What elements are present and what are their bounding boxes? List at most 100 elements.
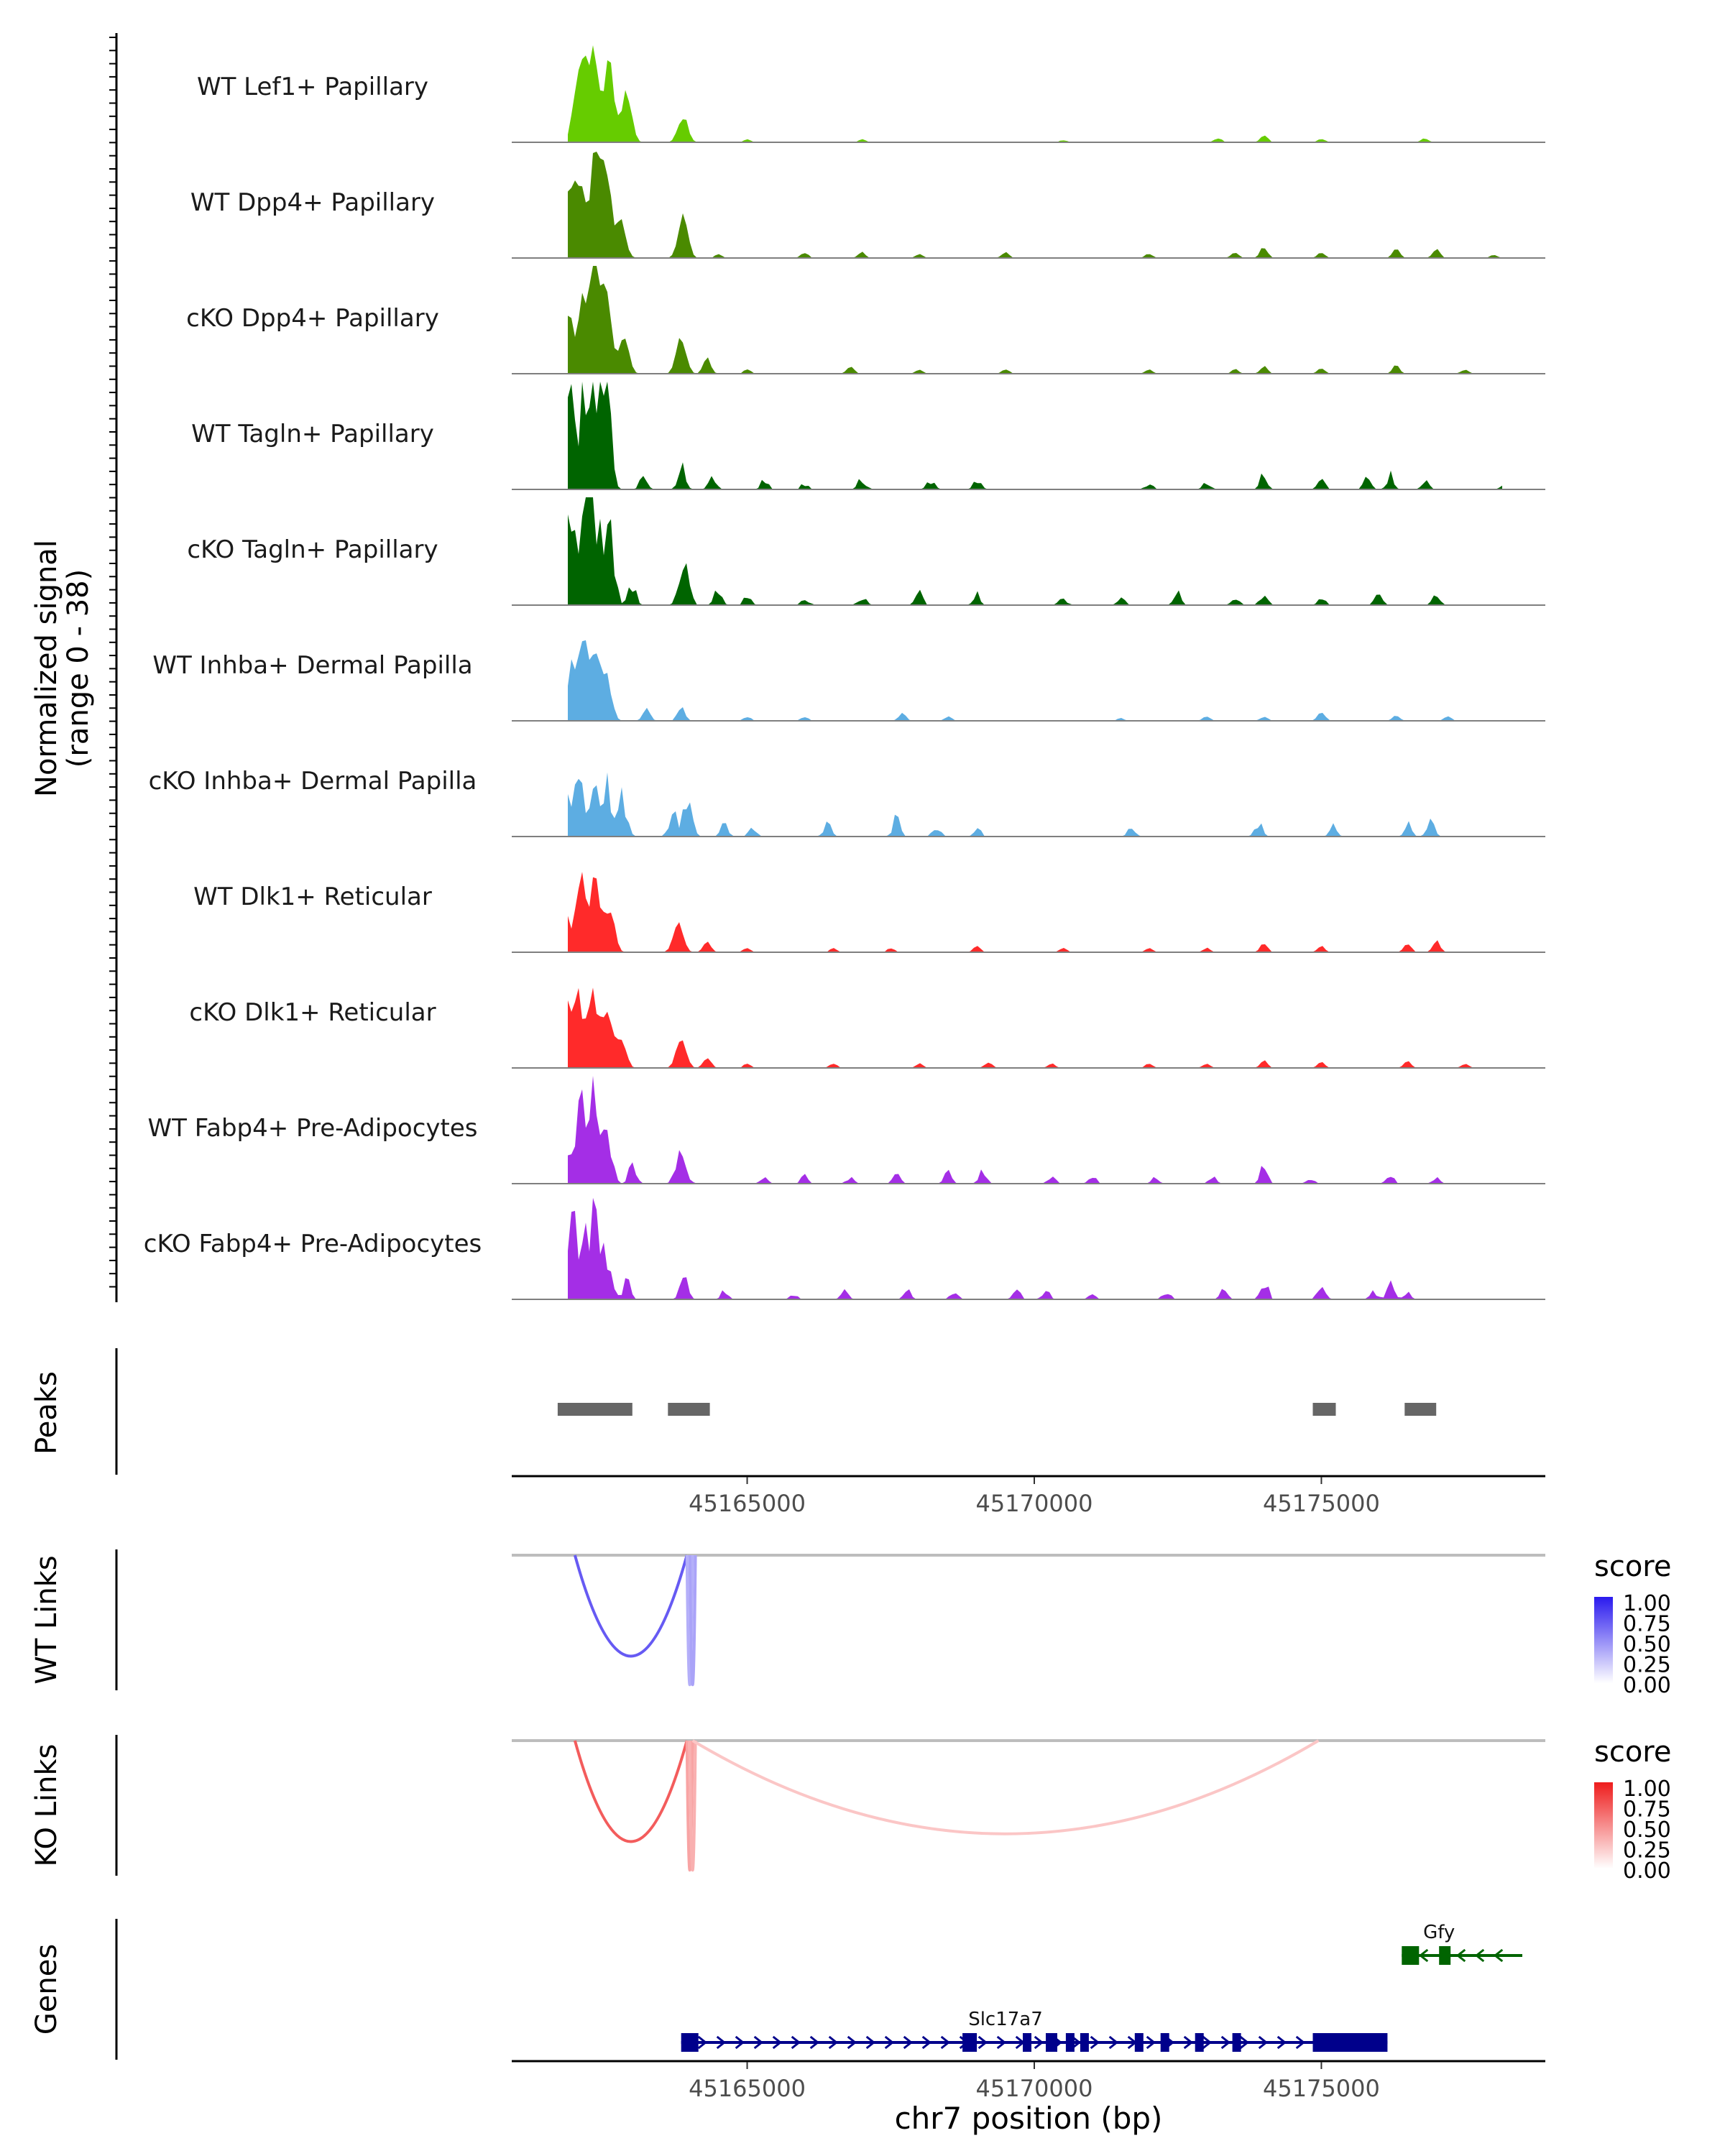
gene-model: Slc17a7 xyxy=(681,2009,1388,2052)
coverage-track: cKO Fabp4+ Pre-Adipocytes xyxy=(144,1197,1545,1300)
strand-chevron xyxy=(865,2035,876,2050)
ko-legend-title: score xyxy=(1594,1736,1671,1769)
strand-chevron xyxy=(1183,2035,1194,2050)
legend-tick-label: 0.75 xyxy=(1623,1797,1671,1823)
genes-label: Genes xyxy=(30,1944,63,2035)
wt-legend-colorbar xyxy=(1594,1597,1613,1683)
gene-models: Slc17a7 Gfy xyxy=(681,1922,1522,2052)
gene-exon xyxy=(681,2033,699,2052)
coverage-track: WT Lef1+ Papillary xyxy=(197,45,1545,143)
gene-name: Gfy xyxy=(1423,1922,1455,1943)
ko-score-legend: score 1.000.750.500.250.00 xyxy=(1594,1736,1671,1884)
coverage-y-label-range: (range 0 - 38) xyxy=(62,569,95,768)
strand-chevron xyxy=(716,2035,727,2050)
ko-links-panel: KO Links score 1.000.750.500.250.00 xyxy=(30,1735,1671,1884)
coverage-area xyxy=(568,772,1502,837)
strand-chevron xyxy=(1220,2035,1231,2050)
gene-exon xyxy=(962,2033,978,2052)
strand-chevron xyxy=(1493,1948,1504,1963)
genes-x-tick-label: 45170000 xyxy=(976,2075,1093,2102)
peak-block xyxy=(1404,1403,1437,1416)
strand-chevron xyxy=(772,2035,783,2050)
coverage-track: cKO Tagln+ Papillary xyxy=(187,497,1545,606)
coverage-track: cKO Dlk1+ Reticular xyxy=(189,987,1545,1069)
track-label: cKO Dpp4+ Papillary xyxy=(186,304,439,333)
strand-chevron xyxy=(1239,2035,1250,2050)
coverage-y-label: Normalized signal xyxy=(30,540,63,797)
track-label: cKO Fabp4+ Pre-Adipocytes xyxy=(144,1230,482,1258)
link-arc xyxy=(573,1554,689,1658)
link-arc xyxy=(688,1740,697,1872)
legend-tick-label: 0.50 xyxy=(1623,1818,1671,1843)
coverage-y-ticks xyxy=(109,37,116,1288)
legend-tick-label: 0.25 xyxy=(1623,1838,1671,1864)
strand-chevron xyxy=(791,2035,801,2050)
strand-chevron xyxy=(1276,2035,1287,2050)
peaks-label: Peaks xyxy=(30,1371,63,1455)
gene-exon xyxy=(1023,2033,1031,2052)
strand-chevron xyxy=(828,2035,839,2050)
gene-exon xyxy=(1080,2033,1089,2052)
legend-tick-label: 1.00 xyxy=(1623,1777,1671,1802)
strand-chevron xyxy=(940,2035,951,2050)
strand-chevron xyxy=(1071,2035,1082,2050)
wt-link-arcs xyxy=(573,1554,697,1687)
coverage-track: WT Tagln+ Papillary xyxy=(191,382,1545,490)
strand-chevron xyxy=(1474,1948,1485,1963)
coverage-track: WT Fabp4+ Pre-Adipocytes xyxy=(148,1076,1545,1184)
ko-legend-colorbar xyxy=(1594,1782,1613,1869)
legend-tick-label: 0.00 xyxy=(1623,1673,1671,1698)
strand-chevron xyxy=(847,2035,857,2050)
track-label: WT Inhba+ Dermal Papilla xyxy=(152,651,472,680)
gene-exon xyxy=(1046,2033,1057,2052)
peaks-x-tick-label: 45165000 xyxy=(689,1490,806,1517)
wt-legend-ticks: 1.000.750.500.250.00 xyxy=(1623,1591,1671,1698)
gene-model: Gfy xyxy=(1402,1922,1522,1965)
peak-block xyxy=(557,1403,632,1416)
coverage-track: WT Dlk1+ Reticular xyxy=(193,872,1545,953)
gene-exon xyxy=(1232,2033,1241,2052)
link-arc xyxy=(573,1740,689,1843)
gene-exon xyxy=(1195,2033,1204,2052)
legend-tick-label: 0.25 xyxy=(1623,1653,1671,1678)
track-label: WT Dpp4+ Papillary xyxy=(190,188,435,217)
genes-x-tick-label: 45175000 xyxy=(1263,2075,1380,2102)
link-arc xyxy=(688,1554,697,1687)
x-axis-title: chr7 position (bp) xyxy=(895,2101,1163,2136)
strand-chevron xyxy=(884,2035,895,2050)
strand-chevron xyxy=(1295,2035,1306,2050)
wt-links-label: WT Links xyxy=(30,1555,63,1684)
track-label: cKO Tagln+ Papillary xyxy=(187,535,438,564)
track-label: WT Fabp4+ Pre-Adipocytes xyxy=(148,1114,478,1143)
strand-chevron xyxy=(1455,1948,1466,1963)
strand-chevron xyxy=(809,2035,820,2050)
coverage-track: cKO Dpp4+ Papillary xyxy=(186,266,1545,374)
coverage-axis: Normalized signal (range 0 - 38) xyxy=(30,33,118,1302)
strand-chevron xyxy=(1090,2035,1100,2050)
gene-exon xyxy=(1402,1946,1420,1965)
peaks-panel: Peaks 45165000 45170000 45175000 xyxy=(30,1348,1545,1517)
coverage-track: WT Dpp4+ Papillary xyxy=(190,152,1545,259)
legend-tick-label: 1.00 xyxy=(1623,1591,1671,1616)
coverage-tracks: WT Lef1+ Papillary WT Dpp4+ Papillary cKO … xyxy=(144,45,1545,1300)
track-label: WT Dlk1+ Reticular xyxy=(193,883,432,911)
gene-exon xyxy=(1134,2033,1144,2052)
strand-chevron xyxy=(1258,2035,1269,2050)
peaks-x-ticks: 45165000 45170000 45175000 xyxy=(689,1477,1380,1517)
strand-chevron xyxy=(921,2035,932,2050)
wt-score-legend: score 1.000.750.500.250.00 xyxy=(1594,1550,1671,1698)
strand-chevron xyxy=(1418,1948,1429,1963)
strand-chevron xyxy=(753,2035,764,2050)
wt-links-panel: WT Links score 1.000.750.500.250.00 xyxy=(30,1549,1671,1698)
gene-exon xyxy=(1065,2033,1075,2052)
track-label: cKO Inhba+ Dermal Papilla xyxy=(149,767,477,796)
strand-chevron xyxy=(1034,2035,1044,2050)
peak-block xyxy=(1312,1403,1336,1416)
ko-links-label: KO Links xyxy=(30,1744,63,1867)
legend-tick-label: 0.75 xyxy=(1623,1612,1671,1637)
track-label: WT Lef1+ Papillary xyxy=(197,73,428,101)
coverage-track: cKO Inhba+ Dermal Papilla xyxy=(149,767,1545,837)
strand-chevron xyxy=(1202,2035,1213,2050)
ko-legend-ticks: 1.000.750.500.250.00 xyxy=(1623,1777,1671,1884)
